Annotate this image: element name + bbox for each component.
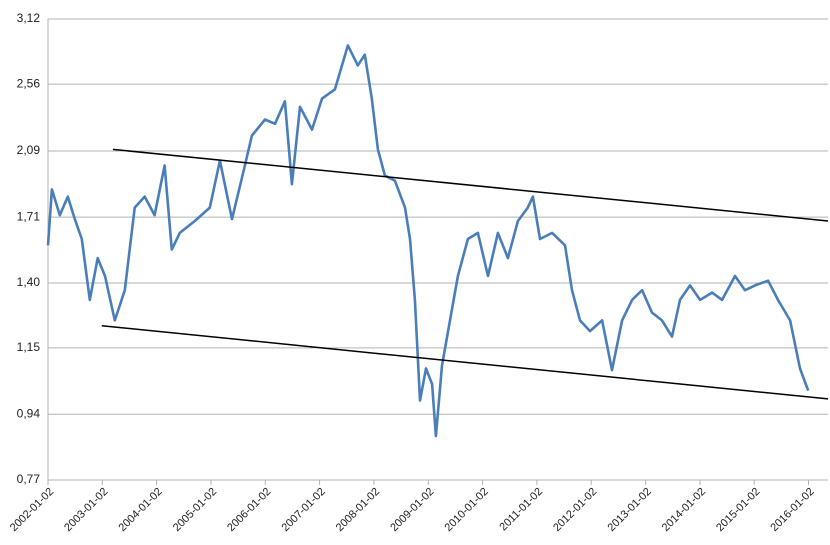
x-tick-label: 2003-01-02 [62, 486, 110, 534]
x-tick-label: 2013-01-02 [606, 486, 654, 534]
trend-line [101, 324, 829, 400]
data-line [46, 44, 810, 438]
x-tick-label: 2011-01-02 [497, 486, 545, 534]
x-tick-label: 2010-01-02 [443, 486, 491, 534]
y-tick-label: 0,94 [17, 406, 41, 420]
y-tick-label: 1,71 [17, 209, 41, 223]
y-tick-label: 1,40 [17, 275, 41, 289]
x-tick-label: 2016-01-02 [768, 486, 816, 534]
y-tick-label: 3,12 [17, 11, 41, 25]
y-tick-label: 2,56 [17, 76, 41, 90]
x-tick-label: 2009-01-02 [388, 486, 436, 534]
trend-line [112, 148, 829, 222]
y-tick-label: 1,15 [17, 340, 41, 354]
y-tick-label: 2,09 [17, 143, 41, 157]
x-tick-label: 2012-01-02 [551, 486, 599, 534]
y-tick-label: 0,77 [17, 472, 41, 486]
x-tick-label: 2004-01-02 [116, 486, 164, 534]
x-tick-label: 2002-01-02 [8, 486, 56, 534]
x-tick-label: 2015-01-02 [714, 486, 762, 534]
x-tick-label: 2006-01-02 [225, 486, 273, 534]
x-tick-label: 2014-01-02 [660, 486, 708, 534]
x-tick-label: 2007-01-02 [279, 486, 327, 534]
x-tick-label: 2005-01-02 [171, 486, 219, 534]
x-tick-label: 2008-01-02 [334, 486, 382, 534]
